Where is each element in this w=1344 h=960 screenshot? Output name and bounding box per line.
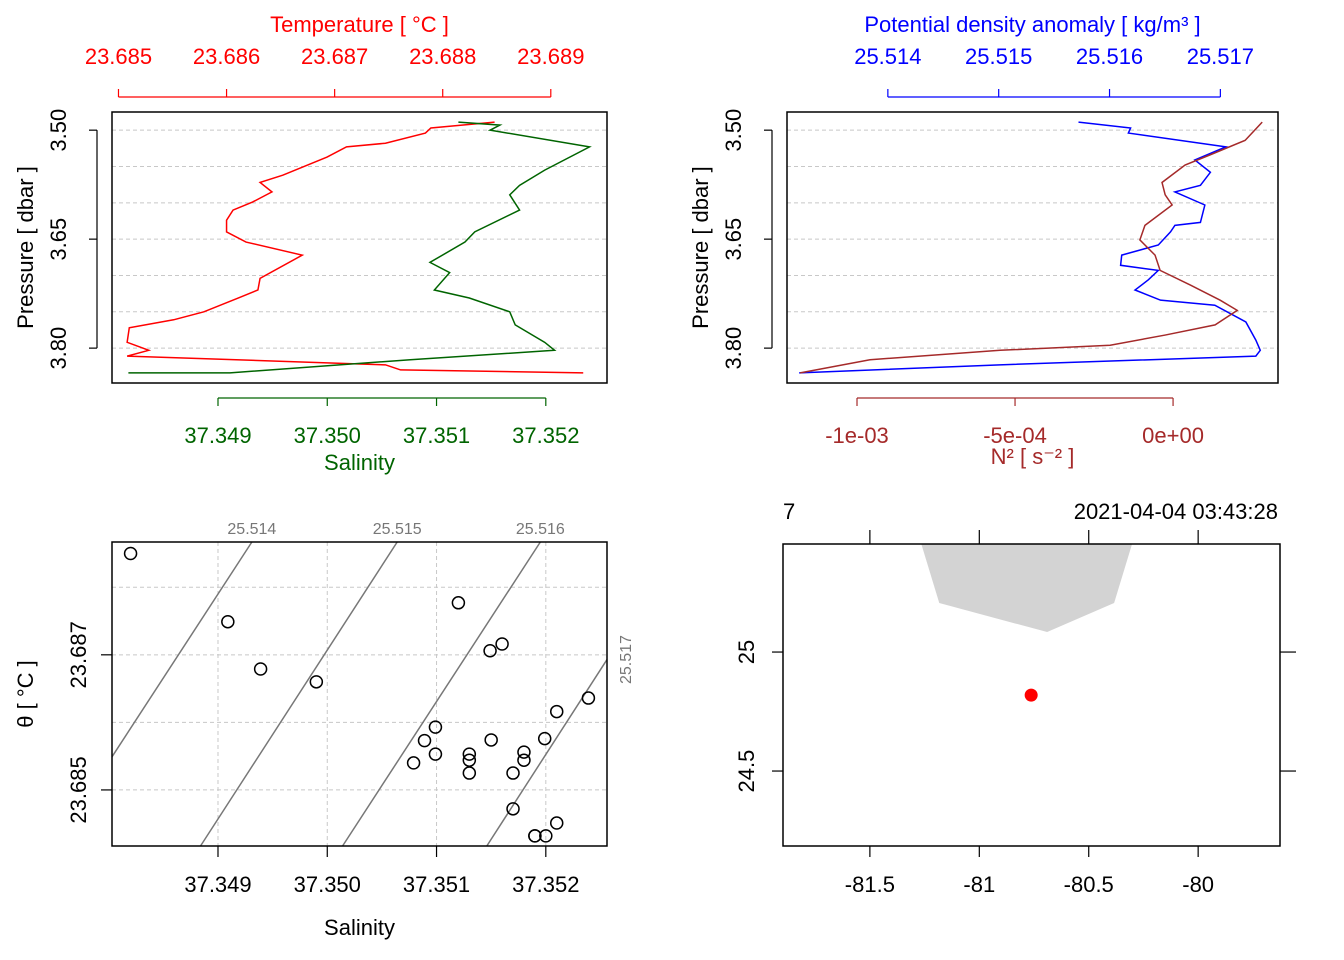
ts-point: [309, 675, 324, 689]
tick-label: 23.687: [301, 44, 368, 69]
isopycnal-label: 25.514: [227, 521, 276, 538]
station: [1024, 688, 1038, 702]
isopycnal: [341, 541, 541, 847]
isopycnal-label: 25.516: [516, 521, 565, 538]
ts-point: [123, 546, 138, 561]
tick-label: 24.5: [734, 750, 759, 793]
isopycnal: [111, 541, 253, 758]
ts-point: [517, 753, 531, 767]
tick-label: 0e+00: [1142, 423, 1204, 448]
profile-line: [128, 121, 592, 374]
profile-line: [126, 121, 584, 374]
ts-point: [581, 691, 596, 705]
tick-label: 23.685: [85, 44, 152, 69]
tick-label: 23.689: [517, 44, 584, 69]
plot-frame: [111, 541, 608, 847]
ts-point: [549, 816, 564, 830]
tick-label: 25.516: [1076, 44, 1143, 69]
isopycnal: [199, 541, 398, 847]
ts-point: [528, 829, 542, 843]
tick-label: 3.50: [721, 109, 746, 152]
ts-point: [549, 704, 564, 719]
plot-frame: [782, 543, 1281, 847]
tick-label: -81: [963, 872, 995, 897]
ts-point: [462, 766, 477, 780]
tick-label: 3.50: [46, 109, 71, 152]
tick-label: 37.352: [512, 872, 579, 897]
x-axis-title: Temperature [ °C ]: [270, 12, 449, 37]
station-id: 7: [783, 499, 795, 524]
tick-label: 37.352: [512, 423, 579, 448]
tick-label: 37.351: [403, 872, 470, 897]
tick-label: 37.349: [184, 423, 251, 448]
tick-label: 23.688: [409, 44, 476, 69]
tick-label: -81.5: [845, 872, 895, 897]
tick-label: 3.80: [46, 327, 71, 370]
ts-point: [517, 745, 531, 759]
ts-point: [451, 596, 466, 610]
profile-line: [799, 121, 1263, 374]
isopycnal-label: 25.515: [373, 521, 422, 538]
ts-point: [406, 756, 421, 770]
profile-line: [799, 121, 1262, 374]
tick-label: 23.685: [66, 756, 91, 823]
tick-label: -80.5: [1064, 872, 1114, 897]
plot-frame: [111, 111, 608, 384]
ts-point: [428, 720, 443, 734]
ts-point: [484, 733, 498, 747]
ts-point: [462, 753, 477, 767]
land: [921, 544, 1133, 633]
ts-point: [506, 802, 520, 816]
x-axis-title: Salinity: [324, 915, 395, 940]
ts-point: [253, 662, 268, 676]
ts-point: [539, 829, 553, 843]
tick-label: 25.515: [965, 44, 1032, 69]
tick-label: 37.350: [294, 872, 361, 897]
tick-label: 37.350: [294, 423, 361, 448]
tick-label: 25.517: [1187, 44, 1254, 69]
isopycnal: [486, 659, 608, 847]
tick-label: 3.65: [721, 218, 746, 261]
ts-point: [417, 733, 432, 748]
ts-point: [483, 644, 497, 658]
tick-label: 3.65: [46, 218, 71, 261]
y-axis-title: Pressure [ dbar ]: [688, 166, 713, 329]
ts-point: [537, 731, 552, 746]
x-axis-title: N² [ s⁻² ]: [991, 444, 1075, 469]
x-axis-title: Salinity: [324, 450, 395, 475]
ts-point: [495, 637, 509, 651]
ts-point: [428, 747, 443, 761]
tick-label: 25.514: [854, 44, 921, 69]
tick-label: -80: [1182, 872, 1214, 897]
tick-label: 25: [734, 640, 759, 664]
tick-label: -1e-03: [825, 423, 889, 448]
x-axis-title: Potential density anomaly [ kg/m³ ]: [864, 12, 1200, 37]
plot-frame: [786, 111, 1279, 384]
station-time: 2021-04-04 03:43:28: [1074, 499, 1278, 524]
y-axis-title: θ [ °C ]: [13, 660, 38, 727]
tick-label: 3.80: [721, 327, 746, 370]
tick-label: -5e-04: [983, 423, 1047, 448]
ts-point: [506, 766, 520, 780]
ts-point: [462, 747, 477, 761]
ts-point: [221, 614, 235, 629]
isopycnal-label: 25.517: [618, 635, 635, 684]
tick-label: 37.349: [184, 872, 251, 897]
tick-label: 23.686: [193, 44, 260, 69]
tick-label: 23.687: [66, 621, 91, 688]
y-axis-title: Pressure [ dbar ]: [13, 166, 38, 329]
tick-label: 37.351: [403, 423, 470, 448]
